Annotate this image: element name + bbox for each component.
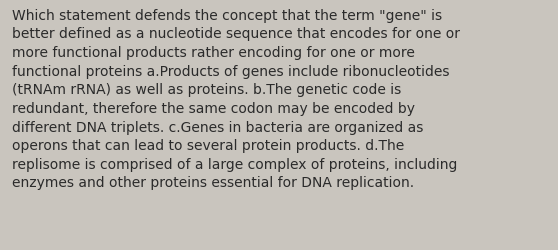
Text: Which statement defends the concept that the term "gene" is
better defined as a : Which statement defends the concept that… (12, 9, 460, 190)
